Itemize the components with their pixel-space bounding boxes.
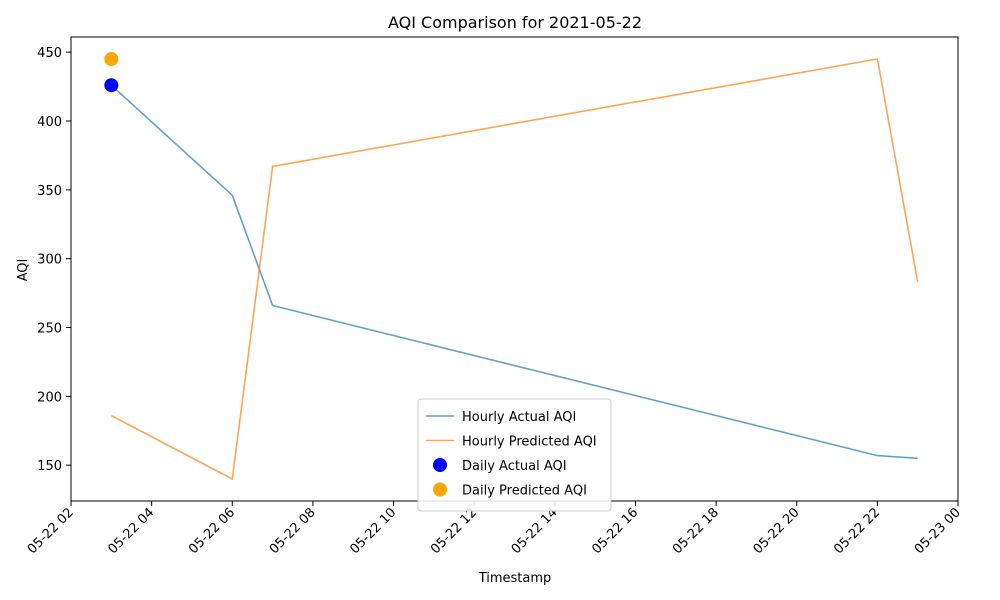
y-axis-label: AQI (16, 259, 31, 282)
series-line-hourly-predicted-aqi (110, 58, 919, 480)
legend-swatch-daily-predicted-aqi (433, 482, 447, 497)
legend-label: Hourly Predicted AQI (462, 435, 597, 450)
y-tick-label: 150 (37, 459, 62, 474)
legend: Hourly Actual AQI Hourly Predicted AQI Dai… (417, 398, 612, 512)
y-tick-label: 250 (37, 322, 62, 337)
y-tick-label: 350 (37, 184, 62, 199)
x-axis-label: Timestamp (478, 571, 552, 586)
y-tick-label: 400 (37, 115, 62, 130)
y-tick-label: 200 (37, 390, 62, 405)
chart-title: AQI Comparison for 2021-05-22 (388, 13, 642, 32)
legend-label: Daily Actual AQI (462, 459, 567, 474)
legend-label: Daily Predicted AQI (462, 484, 587, 499)
legend-swatch-daily-actual-aqi (433, 458, 447, 472)
y-tick-label: 450 (37, 46, 62, 61)
legend-box (417, 398, 612, 512)
data-point-daily-predicted-aqi (104, 52, 119, 67)
y-tick-label: 300 (37, 253, 62, 268)
legend-label: Hourly Actual AQI (462, 410, 576, 425)
data-point-daily-actual-aqi (104, 78, 119, 93)
series-line-hourly-actual-aqi (110, 84, 918, 460)
